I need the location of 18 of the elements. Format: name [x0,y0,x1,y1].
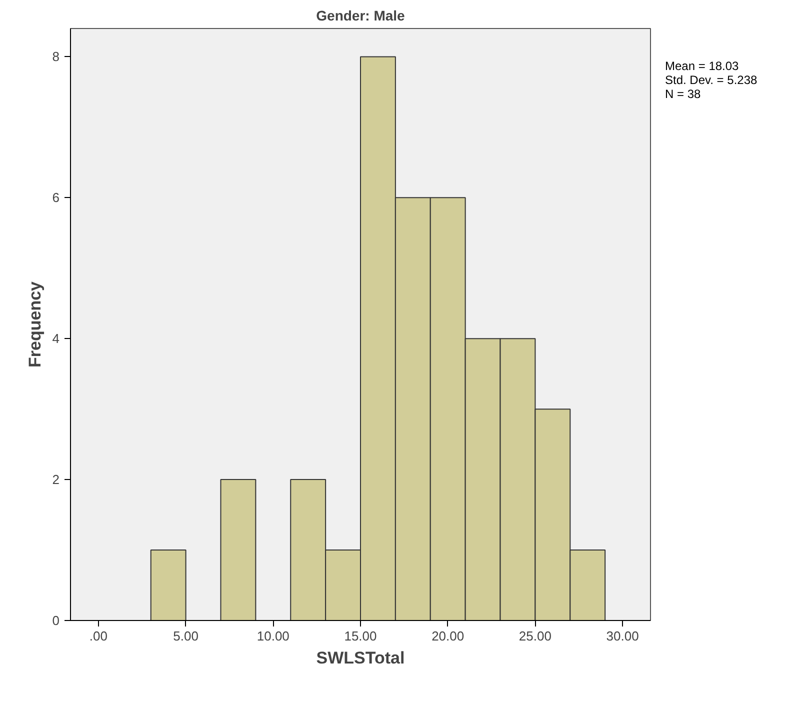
y-tick-label: 8 [52,49,60,64]
y-tick-label: 2 [52,472,60,488]
x-tick-label: 5.00 [173,628,198,644]
y-tick-label: 6 [52,190,60,206]
x-tick-label: .00 [89,628,108,644]
chart-title: Gender: Male [316,8,406,24]
y-tick-label: 4 [52,331,60,346]
x-tick-label: 15.00 [344,628,377,644]
text: Std. Dev. = 5.238 [665,72,758,87]
x-tick-label: 25.00 [518,628,552,644]
x-tick-label: 20.00 [432,628,464,644]
text: Mean = 18.03 [665,59,739,73]
x-tick-label: 30.00 [606,628,639,644]
y-tick-label: 0 [52,613,60,628]
y-axis-title: Frequency [25,280,44,368]
x-tick-label: 10.00 [256,628,290,644]
x-axis-title: SWLSTotal [316,648,405,668]
text: N = 38 [665,86,701,101]
